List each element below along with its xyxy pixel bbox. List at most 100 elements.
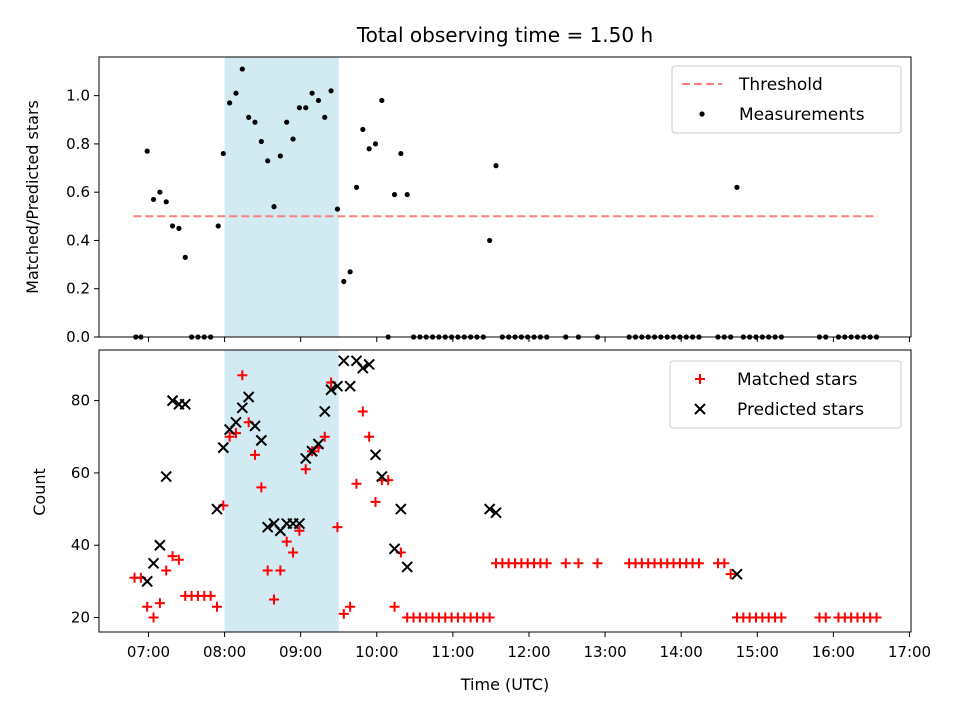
- data-point: [388, 543, 401, 555]
- data-point: [395, 503, 407, 515]
- data-point: [360, 126, 366, 133]
- data-point: [325, 384, 337, 396]
- x-tick-label: 16:00: [812, 643, 855, 661]
- data-point: [239, 66, 245, 72]
- data-point: [357, 362, 369, 374]
- legend-entry: Predicted stars: [694, 400, 864, 420]
- data-point: [293, 517, 306, 530]
- data-point: [493, 163, 499, 169]
- legend-label: Predicted stars: [737, 400, 864, 420]
- data-point: [249, 420, 261, 432]
- data-point: [284, 119, 290, 125]
- data-point: [379, 97, 385, 104]
- observing-window-span: [224, 350, 339, 632]
- legend-marker: [694, 403, 706, 415]
- data-point: [157, 189, 163, 195]
- data-point: [719, 558, 730, 569]
- legend-label: Threshold: [738, 75, 823, 95]
- x-tick-label: 12:00: [507, 643, 550, 661]
- data-point: [163, 199, 169, 205]
- data-point: [731, 568, 743, 580]
- y-tick-label: 1.0: [66, 87, 90, 105]
- data-point: [256, 482, 267, 493]
- data-point: [484, 612, 495, 623]
- y-axis-label-ratio: Matched/Predicted stars: [23, 100, 42, 294]
- data-point: [236, 402, 249, 414]
- y-tick-label: 0.4: [66, 231, 90, 249]
- x-tick-label: 10:00: [355, 643, 398, 661]
- data-point: [351, 478, 362, 489]
- data-point: [233, 90, 239, 96]
- x-tick-label: 11:00: [431, 643, 474, 661]
- data-point: [334, 206, 341, 212]
- data-point: [211, 601, 222, 612]
- data-point: [404, 191, 410, 198]
- data-point: [322, 114, 328, 120]
- data-point: [328, 88, 334, 94]
- data-point: [296, 105, 302, 111]
- x-tick-label: 08:00: [203, 643, 246, 661]
- data-point: [176, 225, 182, 231]
- x-tick-label: 07:00: [127, 643, 170, 661]
- legend: Matched stars Predicted stars: [669, 360, 902, 429]
- x-tick-label: 15:00: [736, 643, 779, 661]
- axes-frame: [98, 349, 912, 633]
- y-tick-label: 40: [71, 536, 90, 554]
- data-point: [541, 558, 552, 569]
- data-point: [372, 141, 379, 147]
- data-point: [303, 105, 309, 111]
- x-axis-label: Time (UTC): [460, 675, 549, 694]
- data-point: [242, 391, 255, 403]
- data-point: [332, 522, 343, 533]
- data-point: [255, 434, 268, 447]
- legend-marker: [695, 374, 705, 384]
- data-point: [391, 191, 398, 198]
- data-point: [150, 196, 157, 203]
- legend-label: Measurements: [739, 105, 865, 125]
- data-point: [357, 406, 368, 417]
- data-point: [271, 204, 277, 210]
- data-point: [258, 138, 264, 145]
- data-point: [560, 558, 571, 569]
- legend: Threshold Measurements: [671, 65, 902, 134]
- data-point: [347, 269, 353, 275]
- legend-label: Matched stars: [737, 370, 857, 390]
- x-tick-label: 13:00: [583, 643, 626, 661]
- data-point: [290, 136, 296, 142]
- y-tick-label: 60: [71, 464, 90, 482]
- x-tick-label: 14:00: [660, 643, 703, 661]
- data-point: [369, 449, 382, 461]
- y-tick-label: 80: [71, 392, 90, 410]
- data-point: [265, 158, 271, 164]
- legend-marker: [699, 111, 705, 117]
- data-point: [693, 558, 704, 569]
- data-point: [300, 464, 311, 475]
- data-point: [144, 148, 150, 154]
- y-tick-label: 0.0: [66, 328, 90, 346]
- y-tick-label: 0.2: [66, 280, 90, 298]
- data-point: [776, 612, 787, 623]
- data-point: [376, 470, 388, 483]
- data-point: [154, 598, 165, 609]
- x-tick-label: 17:00: [888, 643, 931, 661]
- count-panel: 20 40 60 80 07:00 08:00 09:00 10:00 11:00 12:00 13…: [71, 349, 931, 661]
- data-point: [573, 558, 584, 569]
- legend-entry: Matched stars: [695, 370, 857, 390]
- data-point: [319, 405, 331, 418]
- data-point: [331, 380, 344, 392]
- data-point: [166, 394, 179, 407]
- data-point: [490, 506, 502, 519]
- data-point: [167, 551, 178, 562]
- ratio-panel: 0.0 0.2 0.4 0.6 0.8 1.0 Threshold Measurements: [66, 56, 912, 346]
- data-point: [281, 536, 292, 547]
- data-point: [309, 90, 315, 96]
- legend-entry: Measurements: [699, 105, 865, 125]
- data-point: [161, 565, 172, 576]
- data-point: [154, 539, 166, 551]
- data-point: [227, 100, 233, 106]
- legend-entry: Threshold: [682, 75, 823, 95]
- data-point: [261, 521, 274, 533]
- y-tick-label: 0.8: [66, 135, 90, 153]
- data-point: [401, 561, 413, 573]
